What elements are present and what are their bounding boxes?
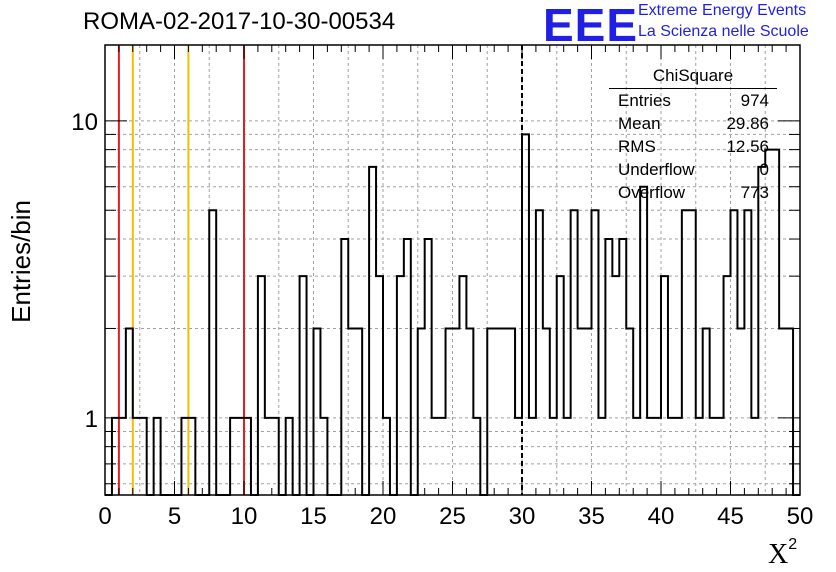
reference-lines <box>117 45 523 495</box>
y-tick-label: 1 <box>85 406 98 433</box>
x-tick-label: 40 <box>648 503 675 530</box>
x-tick-label: 15 <box>300 503 327 530</box>
logo-line-1: Extreme Energy Events <box>638 2 807 19</box>
y-tick-label: 10 <box>71 109 98 136</box>
x-tick-label: 30 <box>509 503 536 530</box>
stats-key: Underflow <box>618 160 695 179</box>
x-tick-label: 35 <box>578 503 605 530</box>
stats-row: Mean 29.86 <box>618 112 777 135</box>
x-axis-label-base: X <box>768 539 789 570</box>
eee-logo: EEE Extreme Energy Events La Scienza nel… <box>543 0 833 51</box>
stats-row: Entries 974 <box>618 89 777 112</box>
stats-value: 773 <box>740 183 769 202</box>
stats-row: Underflow 0 <box>618 158 777 181</box>
x-tick-label: 5 <box>168 503 181 530</box>
x-tick-label: 25 <box>439 503 466 530</box>
x-tick-label: 45 <box>717 503 744 530</box>
stats-row: Overflow 773 <box>618 181 777 204</box>
stats-value: 12.56 <box>726 137 769 156</box>
histogram-outline <box>105 133 800 496</box>
logo-mark: EEE <box>543 0 639 51</box>
chart-title: ROMA-02-2017-10-30-00534 <box>83 8 396 35</box>
x-tick-label: 0 <box>98 503 111 530</box>
stats-value: 29.86 <box>726 114 769 133</box>
x-tick-label: 20 <box>370 503 397 530</box>
x-axis-label: X2 <box>768 536 797 571</box>
stats-value: 974 <box>740 91 769 110</box>
stats-row: RMS 12.56 <box>618 135 777 158</box>
stats-key: RMS <box>618 137 656 156</box>
y-axis-label: Entries/bin <box>6 200 36 323</box>
x-tick-label: 10 <box>231 503 258 530</box>
stats-key: Overflow <box>618 183 686 202</box>
stats-title: ChiSquare <box>609 66 777 89</box>
logo-line-2: La Scienza nelle Scuole <box>638 23 809 40</box>
x-tick-label: 50 <box>787 503 814 530</box>
stats-box: ChiSquare Entries 974 Mean 29.86 RMS 12.56 … <box>609 66 777 204</box>
stats-key: Mean <box>618 114 661 133</box>
x-axis-label-sup: 2 <box>788 536 798 553</box>
axes: 0 5 10 15 20 25 30 35 40 45 50 1 10 <box>71 44 814 530</box>
stats-value: 0 <box>759 160 769 179</box>
stats-key: Entries <box>618 91 671 110</box>
